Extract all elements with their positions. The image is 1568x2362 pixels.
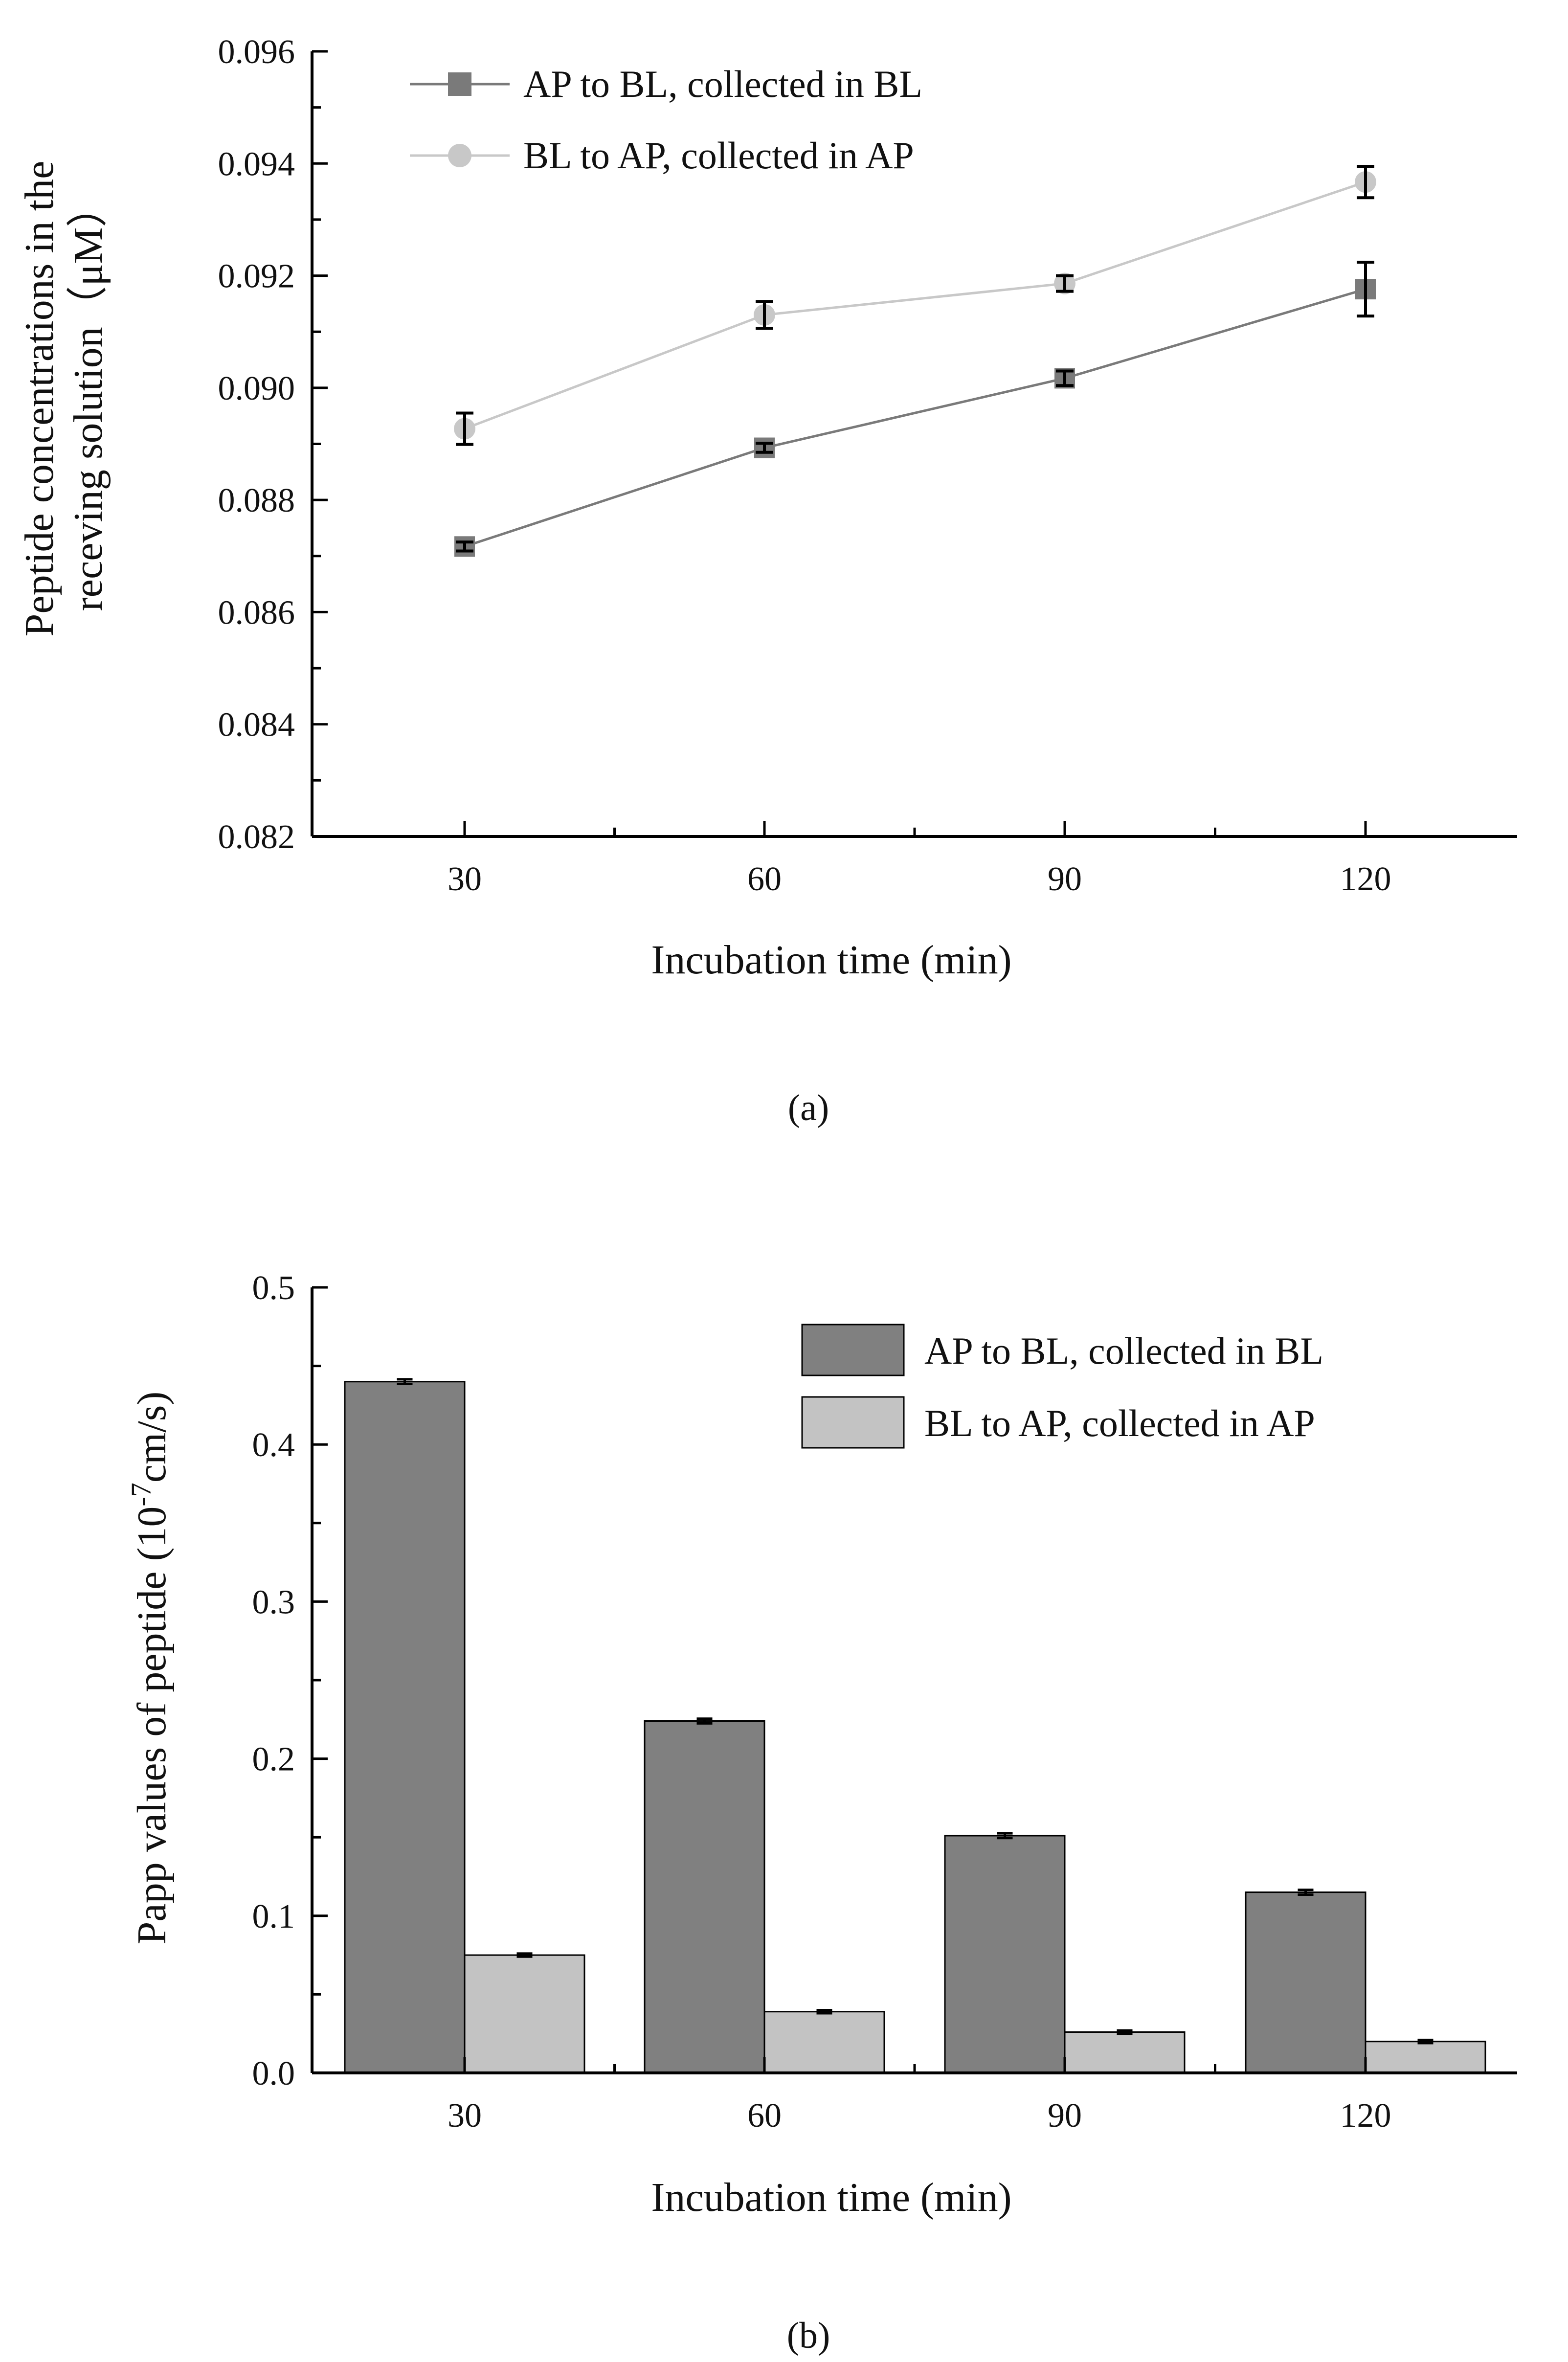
panel-b-y-axis-title: Papp values of peptide (10-7cm/s) [125, 1392, 175, 1945]
panel-a-y-tick-label: 0.088 [218, 482, 295, 519]
panel-a-series-line-2 [464, 180, 1366, 430]
panel-b-x-tick-label: 30 [448, 2097, 482, 2135]
panel-b-bar-series-1 [644, 1720, 765, 2074]
panel-a-y-tick-label: 0.084 [218, 706, 295, 744]
panel-a-y-tick-label: 0.092 [218, 258, 295, 295]
panel-b-bar-series-2 [464, 1954, 585, 2074]
panel-b-y-tick-label: 0.5 [252, 1269, 295, 1307]
panel-b-x-tick-label: 120 [1340, 2097, 1391, 2135]
panel-a-legend: AP to BL, collected in BL BL to AP, coll… [410, 63, 922, 177]
panel-b-bar-series-2 [1064, 2031, 1186, 2074]
panel-b-label: (b) [787, 2315, 830, 2356]
legend-a-square-marker [448, 72, 471, 96]
panel-b-y-tick-label: 0.1 [252, 1898, 295, 1935]
panel-b-y-tick-label: 0.4 [252, 1426, 295, 1464]
panel-a-y-tick-label: 0.090 [218, 370, 295, 407]
panel-a-y-tick-label: 0.086 [218, 594, 295, 631]
panel-a-y-tick-label: 0.094 [218, 145, 295, 183]
panel-b-bar-series-1 [1245, 1891, 1366, 2074]
panel-b-bar-series-1 [944, 1835, 1066, 2074]
panel-a-x-tick-label: 120 [1340, 860, 1391, 898]
panel-b-x-tick-label: 60 [747, 2097, 782, 2135]
panel-b-y-tick-label: 0.0 [252, 2055, 295, 2092]
panel-a-x-tick-label: 30 [448, 860, 482, 898]
legend-b-label-series-2: BL to AP, collected in AP [924, 1402, 1315, 1444]
panel-b-bar-series-1 [344, 1381, 466, 2074]
line-chart-panel-a: 0.082 0.084 0.086 0.088 0.090 0.092 0.094 0.096… [17, 33, 1517, 1128]
panel-a-series-line-1 [464, 288, 1366, 548]
panel-b-x-tick-label: 90 [1048, 2097, 1082, 2135]
panel-b-legend: AP to BL, collected in BL BL to AP, coll… [801, 1324, 1323, 1449]
legend-a-label-series-2: BL to AP, collected in AP [523, 134, 914, 177]
panel-b-bar-series-2 [1365, 2041, 1486, 2074]
panel-a-y-axis-title-line1: Peptide concentrations in the [17, 161, 62, 637]
panel-a-y-tick-label: 0.096 [218, 33, 295, 71]
legend-a-circle-marker [448, 144, 471, 167]
panel-a-y-tick-label: 0.082 [218, 818, 295, 856]
bar-chart-panel-b: 0.0 0.1 0.2 0.3 0.4 0.5 30 60 90 120 Papp values … [125, 1269, 1517, 2356]
legend-a-label-series-1: AP to BL, collected in BL [523, 63, 922, 105]
panel-a-x-axis-title: Incubation time (min) [651, 937, 1011, 983]
panel-b-y-tick-label: 0.3 [252, 1583, 295, 1621]
legend-b-label-series-1: AP to BL, collected in BL [924, 1329, 1323, 1372]
legend-b-swatch-series-2 [801, 1396, 905, 1449]
panel-a-y-axis-title-line2: receving solution（μM） [66, 186, 111, 611]
panel-b-y-tick-label: 0.2 [252, 1741, 295, 1778]
panel-a-x-tick-label: 60 [747, 860, 782, 898]
panel-a-label: (a) [788, 1087, 829, 1128]
panel-b-bar-series-2 [763, 2011, 885, 2074]
panel-a-x-tick-label: 90 [1048, 860, 1082, 898]
legend-b-swatch-series-1 [801, 1324, 905, 1376]
panel-b-x-axis-title: Incubation time (min) [651, 2175, 1011, 2220]
